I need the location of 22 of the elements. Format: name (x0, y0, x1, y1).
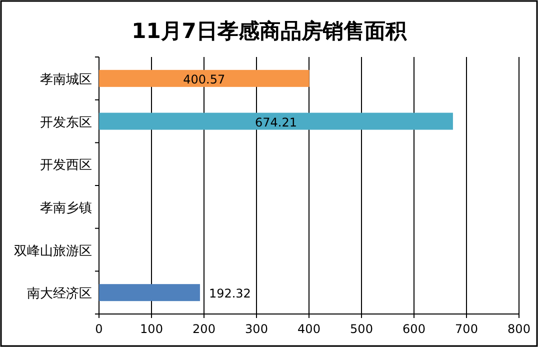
y-tick-label: 开发西区 (40, 158, 92, 174)
x-tick-label: 500 (350, 322, 373, 336)
x-tick-label: 100 (140, 322, 163, 336)
y-tick-label: 孝南城区 (40, 72, 92, 88)
x-tick-label: 0 (95, 322, 103, 336)
x-tick-label: 800 (508, 322, 530, 336)
bar (99, 112, 453, 130)
data-label: 400.57 (183, 72, 226, 86)
x-tick-label: 600 (402, 322, 426, 336)
y-tick-label: 双峰山旅游区 (14, 244, 92, 259)
data-label: 674.21 (254, 115, 297, 130)
y-tick-label: 南大经济区 (27, 286, 92, 302)
x-tick-label: 300 (245, 322, 268, 336)
x-tick-label: 700 (455, 322, 478, 336)
x-tick-label: 200 (192, 322, 216, 336)
x-tick-label: 400 (298, 322, 320, 336)
chart-title: 11月7日孝感商品房销售面积 (132, 19, 408, 43)
bar (99, 70, 310, 87)
y-tick-label: 开发东区 (40, 115, 92, 130)
bar (99, 284, 200, 302)
data-label: 192.32 (208, 286, 251, 301)
y-tick-label: 孝南乡镇 (40, 200, 92, 216)
